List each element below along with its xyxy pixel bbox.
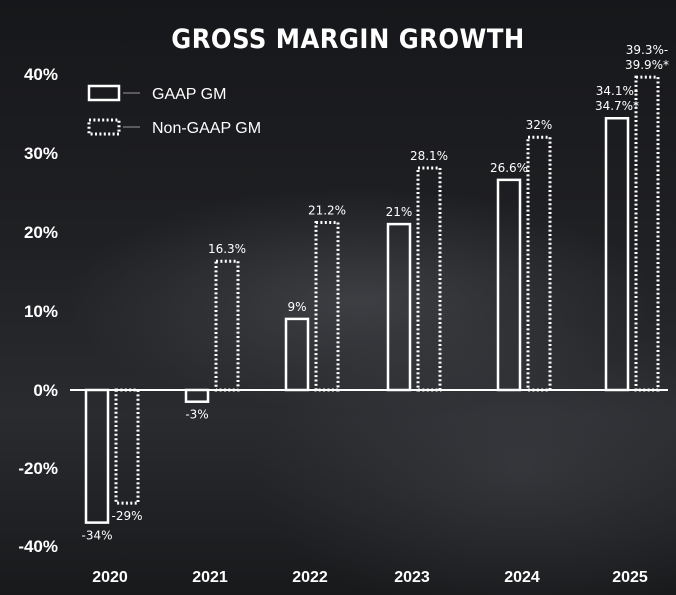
y-tick-label: 20%: [24, 223, 58, 242]
gaap-bar-2020: [84, 388, 110, 524]
gaap-label-2022: 9%: [287, 300, 306, 314]
non-gaap-bar-2024: [526, 135, 552, 392]
y-tick-label: 0%: [33, 381, 58, 400]
gaap-bar-2025: [604, 116, 630, 392]
legend-gaap-label: GAAP GM: [152, 86, 226, 103]
x-tick-label-2024: 2024: [504, 569, 540, 586]
x-tick-label-2020: 2020: [92, 569, 128, 586]
x-tick-label-2022: 2022: [292, 569, 328, 586]
y-axis: 40% 30% 20% 10% 0% -20% -40%: [18, 65, 668, 556]
x-axis: 2020 2021 2022 2023 2024 2025: [92, 569, 648, 586]
legend-non-gaap-label: Non-GAAP GM: [152, 120, 261, 137]
non-gaap-bar-2020: [114, 388, 140, 505]
legend-non-gaap-swatch: [87, 118, 121, 136]
non-gaap-bar-2025: [634, 75, 660, 392]
y-tick-label: -20%: [18, 459, 58, 478]
y-tick-label: 40%: [24, 65, 58, 84]
data-labels: -34% -3% 9% 21% 26.6% 34.1%-34.7%* -29% 16.3% 21…: [81, 43, 669, 542]
gaap-label-2025: 34.1%-34.7%*: [595, 84, 639, 113]
chart-title: GROSS MARGIN GROWTH: [171, 24, 524, 55]
non-gaap-label-2024: 32%: [526, 118, 553, 132]
legend: GAAP GM Non-GAAP GM: [87, 84, 261, 137]
gaap-label-2024: 26.6%: [490, 161, 528, 175]
legend-gaap-swatch: [87, 84, 121, 102]
bars: [84, 75, 660, 524]
gaap-label-2021: -3%: [185, 408, 208, 422]
non-gaap-label-2022: 21.2%: [308, 204, 346, 218]
gaap-bar-2022: [284, 317, 310, 392]
non-gaap-bar-2023: [416, 166, 442, 392]
x-tick-label-2021: 2021: [192, 569, 228, 586]
gaap-bar-2023: [386, 222, 412, 392]
x-tick-label-2025: 2025: [612, 569, 648, 586]
gaap-label-2023: 21%: [386, 205, 413, 219]
y-tick-label: 30%: [24, 144, 58, 163]
gaap-bar-2024: [496, 178, 522, 392]
y-tick-label: 10%: [24, 302, 58, 321]
non-gaap-label-2025: 39.3%-39.9%*: [625, 43, 669, 72]
non-gaap-label-2023: 28.1%: [410, 149, 448, 163]
x-tick-label-2023: 2023: [394, 569, 430, 586]
y-tick-label: -40%: [18, 537, 58, 556]
non-gaap-bar-2022: [314, 221, 340, 392]
gaap-bar-2021: [184, 388, 210, 403]
non-gaap-bar-2021: [214, 259, 240, 392]
non-gaap-label-2020: -29%: [111, 509, 142, 523]
non-gaap-label-2021: 16.3%: [208, 242, 246, 256]
gaap-label-2020: -34%: [81, 529, 112, 543]
